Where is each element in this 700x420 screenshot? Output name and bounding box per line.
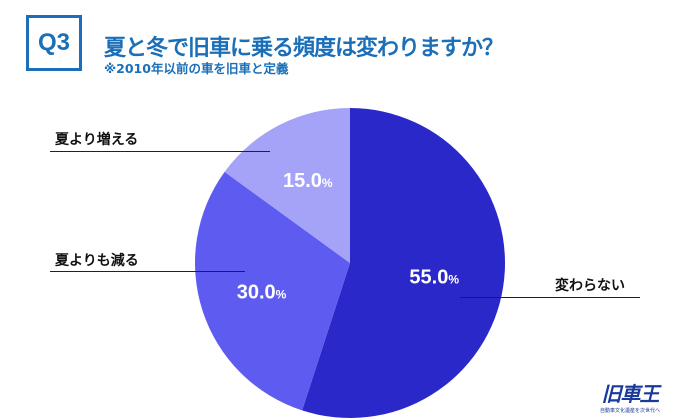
- logo-tagline: 自動車文化遺産を次世代へ: [600, 408, 661, 414]
- chart-subtitle: ※2010年以前の車を旧車と定義: [104, 61, 289, 76]
- data-label-1: 55.0%: [409, 266, 459, 288]
- chart-title: 夏と冬で旧車に乗る頻度は変わりますか？: [104, 36, 504, 61]
- leader-line-decrease: [50, 271, 245, 272]
- logo-mark: 旧車王: [601, 382, 660, 406]
- leader-line-increase: [50, 151, 270, 152]
- pie-slice-1: [302, 108, 505, 418]
- question-badge: Q3: [26, 15, 82, 71]
- legend-label-increase: 夏より増える: [55, 132, 139, 148]
- pie-slice-2: [195, 171, 350, 411]
- legend-label-decrease: 夏よりも減る: [55, 253, 139, 269]
- data-label-3: 15.0%: [283, 170, 333, 192]
- leader-line-unchanged: [460, 297, 640, 298]
- logo: 旧車王 自動車文化遺産を次世代へ: [600, 378, 660, 414]
- data-label-2: 30.0%: [237, 282, 287, 304]
- pie-slice-3: [224, 108, 350, 263]
- legend-label-unchanged: 変わらない: [555, 278, 625, 294]
